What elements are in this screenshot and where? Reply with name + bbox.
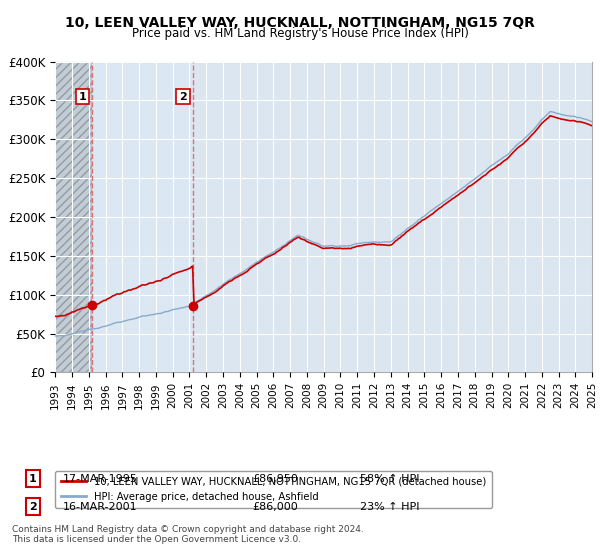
Text: 2: 2 [179, 92, 187, 101]
Text: Contains HM Land Registry data © Crown copyright and database right 2024.
This d: Contains HM Land Registry data © Crown c… [12, 525, 364, 544]
Text: 16-MAR-2001: 16-MAR-2001 [63, 502, 137, 512]
Text: 58% ↑ HPI: 58% ↑ HPI [360, 474, 419, 484]
Legend: 10, LEEN VALLEY WAY, HUCKNALL, NOTTINGHAM, NG15 7QR (detached house), HPI: Avera: 10, LEEN VALLEY WAY, HUCKNALL, NOTTINGHA… [55, 470, 492, 507]
Text: 10, LEEN VALLEY WAY, HUCKNALL, NOTTINGHAM, NG15 7QR: 10, LEEN VALLEY WAY, HUCKNALL, NOTTINGHA… [65, 16, 535, 30]
Text: Price paid vs. HM Land Registry's House Price Index (HPI): Price paid vs. HM Land Registry's House … [131, 27, 469, 40]
Text: £86,000: £86,000 [252, 502, 298, 512]
Text: £86,950: £86,950 [252, 474, 298, 484]
Text: 1: 1 [79, 92, 86, 101]
Text: 1: 1 [29, 474, 37, 484]
Text: 2: 2 [29, 502, 37, 512]
Bar [55, 62, 92, 372]
Text: 23% ↑ HPI: 23% ↑ HPI [360, 502, 419, 512]
Text: 17-MAR-1995: 17-MAR-1995 [63, 474, 138, 484]
Bar [92, 62, 193, 372]
